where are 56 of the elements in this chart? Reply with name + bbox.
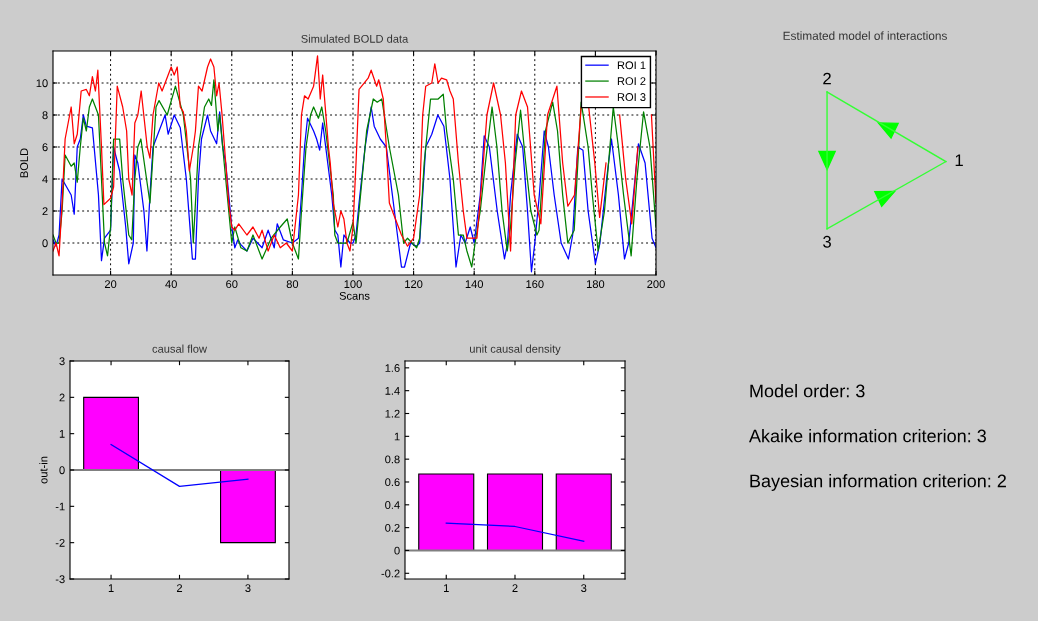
legend-label: ROI 1 (617, 61, 646, 70)
text: Estimated model of interactions (783, 31, 947, 40)
y-tick-label: -1 (55, 502, 65, 511)
text: Model order: 3 (750, 384, 865, 398)
text: 2 (823, 72, 831, 85)
legend-label: ROI 3 (617, 93, 646, 101)
x-tick-label: 80 (286, 280, 299, 289)
y-tick-label: 0 (394, 546, 400, 555)
y-tick-label: 2 (59, 393, 65, 402)
y-tick-label: 1 (59, 430, 65, 438)
y-tick-label: 0.8 (385, 455, 400, 464)
y-tick-label: -0.2 (381, 569, 400, 578)
x-tick-label: 200 (647, 280, 665, 289)
x-tick-label: 20 (104, 280, 117, 289)
y-tick-label: 0.4 (385, 501, 400, 509)
y-tick-label: 0 (42, 239, 48, 248)
x-tick-label: 120 (405, 280, 423, 289)
x-tick-label: 1 (444, 584, 449, 592)
y-tick-label: 1.2 (385, 409, 400, 418)
y-tick-label: -3 (55, 575, 65, 584)
y-tick-label: 10 (36, 79, 48, 88)
x-tick-label: 140 (465, 280, 484, 289)
line-series (53, 79, 656, 268)
text: 1 (955, 154, 963, 166)
y-tick-label: 1.6 (385, 364, 400, 372)
text: 3 (823, 235, 831, 248)
x-tick-label: 3 (581, 584, 587, 593)
x-tick-label: 3 (245, 584, 251, 593)
x-tick-label: 40 (165, 280, 177, 289)
x-tick-label: 160 (526, 280, 544, 289)
x-tick-label: 180 (586, 280, 605, 289)
text: Bayesian information criterion: 2 (750, 474, 1006, 491)
y-tick-label: 0.2 (385, 523, 400, 532)
y-tick-label: 4 (42, 175, 48, 184)
y-tick-label: 3 (59, 357, 65, 366)
x-tick-label: 60 (226, 280, 238, 289)
x-tick-label: 100 (344, 280, 362, 289)
y-tick-label: 0 (59, 466, 65, 475)
chart-title: Simulated BOLD data (301, 34, 409, 43)
x-tick-label: 2 (512, 584, 518, 592)
text: Akaike information criterion: 3 (748, 429, 986, 443)
chart-title: causal flow (152, 344, 208, 353)
y-tick-label: 8 (42, 111, 48, 120)
x-tick-label: 1 (108, 584, 114, 592)
y-tick-label: 6 (42, 143, 48, 152)
x-axis-title: Scans (339, 291, 370, 300)
chart-title: unit causal density (470, 344, 561, 355)
y-axis-title: out-in (39, 456, 48, 484)
y-tick-label: 2 (42, 207, 48, 216)
y-tick-label: 1 (394, 432, 400, 441)
y-axis-title: BOLD (20, 148, 29, 178)
legend-label: ROI 2 (617, 77, 646, 86)
y-tick-label: -2 (55, 538, 65, 547)
y-tick-label: 0.6 (385, 478, 400, 487)
y-tick-label: 1.4 (385, 387, 400, 395)
x-tick-label: 2 (176, 584, 183, 592)
